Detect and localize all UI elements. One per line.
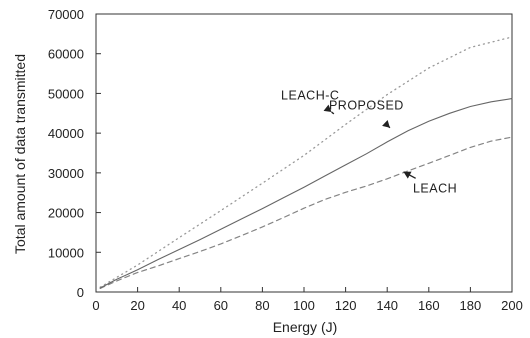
series-line-proposed [99,98,513,289]
x-tick-label: 0 [92,298,99,313]
annotation-label-proposed: PROPOSED [329,98,404,112]
plot-border [95,13,513,293]
x-axis-label: Energy (J) [273,319,338,335]
annotation-label-leach: LEACH [413,182,457,196]
y-tick-label: 30000 [48,166,84,181]
plot-area [95,13,513,293]
ticks-layer: 0 20 40 60 80 100 120 140 160 180 200 0 10000 20000 30… [48,7,523,313]
y-axis-label: Total amount of data transmitted [12,54,28,254]
annotation-arrowhead-leach [403,171,412,179]
y-tick-label: 50000 [48,86,84,101]
x-tick-label: 120 [335,298,357,313]
annotation-arrowhead-proposed [382,120,390,128]
x-tick-label: 60 [214,298,228,313]
series-line-leach-c [99,36,513,288]
x-tick-label: 140 [376,298,398,313]
series-layer [99,36,513,289]
x-tick-label: 180 [460,298,482,313]
annotation-arrow-leach-c [331,111,335,115]
y-tick-label: 40000 [48,126,84,141]
y-tick-label: 60000 [48,47,84,62]
x-tick-label: 100 [293,298,315,313]
annotation-label-leach-c: LEACH-C [281,88,339,102]
series-line-leach [99,136,513,289]
x-tick-label: 20 [130,298,144,313]
y-tick-label: 20000 [48,206,84,221]
y-tick-label: 70000 [48,7,84,22]
x-tick-label: 200 [501,298,523,313]
x-tick-label: 80 [255,298,269,313]
x-tick-label: 160 [418,298,440,313]
annotation-arrowhead-leach-c [323,104,332,113]
y-tick-label: 10000 [48,245,84,260]
x-tick-label: 40 [172,298,186,313]
y-tick-label: 0 [77,285,84,300]
